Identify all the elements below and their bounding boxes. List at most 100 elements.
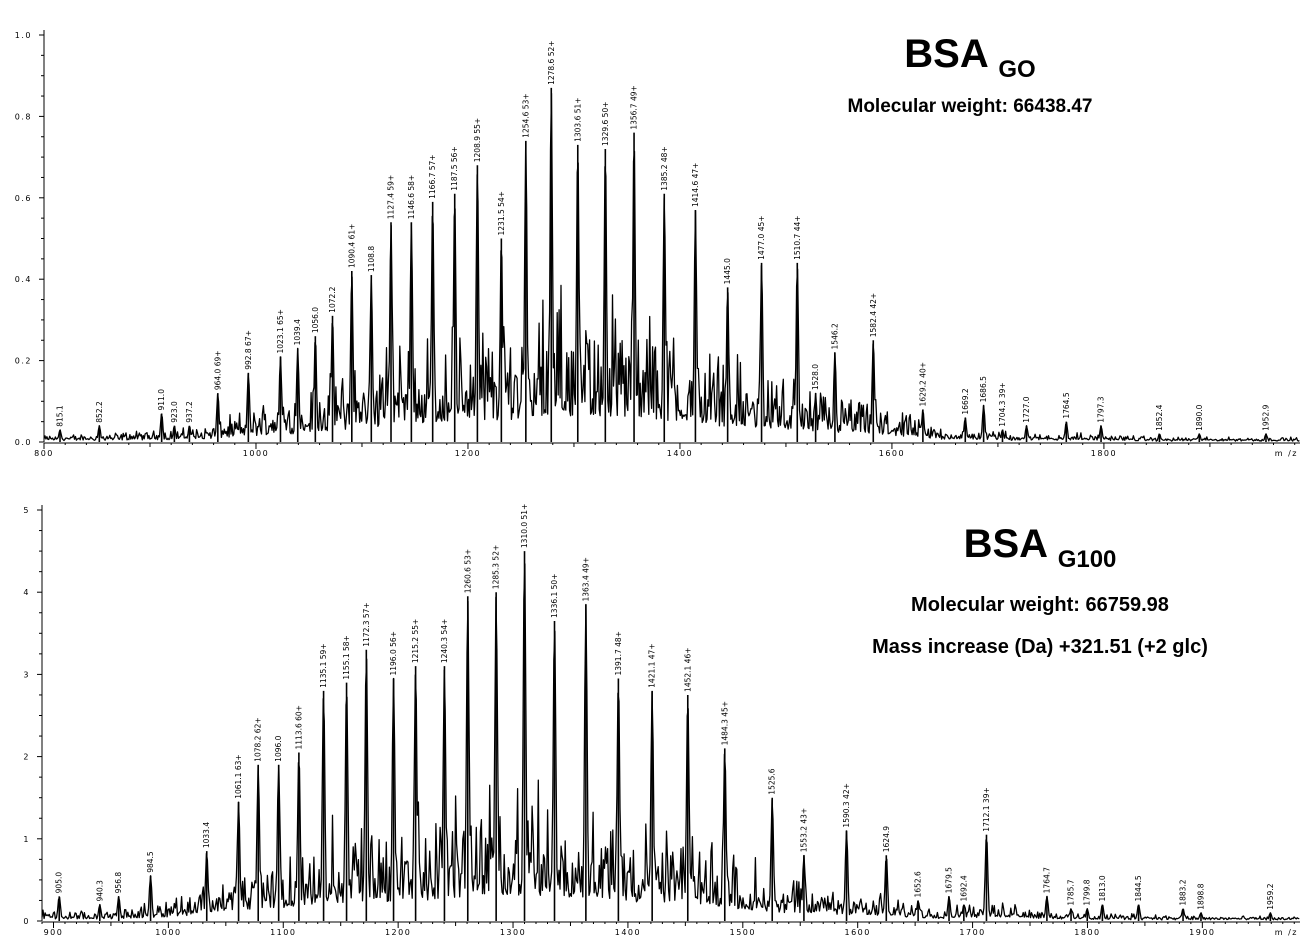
y-tick-label: 1 — [23, 835, 30, 844]
peak-label: 992.8 67+ — [244, 330, 253, 370]
peak-label: 1208.9 55+ — [473, 118, 482, 162]
peak-label: 1336.1 50+ — [550, 574, 559, 618]
bottom-chart-title: BSA G100 — [963, 522, 1117, 573]
peak-label: 1033.4 — [202, 822, 211, 848]
x-tick-label: 1000 — [155, 928, 181, 937]
peak-label: 1356.7 49+ — [630, 85, 639, 129]
spectrum-trace — [41, 563, 1300, 921]
peak-label: 1166.7 57+ — [428, 154, 437, 198]
y-tick-label: 4 — [23, 588, 30, 597]
x-tick-label: 1700 — [959, 928, 985, 937]
bottom-chart-title-block: BSA G100 Molecular weight: 66759.98 Mass… — [810, 522, 1270, 662]
peak-label: 1254.6 53+ — [521, 93, 530, 137]
top-molecular-weight: Molecular weight: 66438.47 — [847, 96, 1093, 117]
peak-label: 852.2 — [95, 401, 104, 423]
peak-label: 1764.5 — [1062, 392, 1071, 418]
peak-label: 956.8 — [114, 872, 123, 894]
peak-label: 937.2 — [185, 401, 194, 423]
top-chart-title: BSA GO — [904, 32, 1036, 83]
peak-label: 1231.5 54+ — [497, 191, 506, 235]
x-tick-label: 900 — [44, 928, 64, 937]
x-tick-label: 1800 — [1091, 449, 1117, 458]
peak-label: 1127.4 59+ — [387, 175, 396, 219]
spectrum-chart-bsa-go: 0.0 0.2 0.4 0.6 0.8 1.0 800 1000 1200 1400 1600 180… — [15, 30, 1300, 458]
bottom-molecular-weight: Molecular weight: 66759.98 — [911, 594, 1169, 616]
peak-label: 1669.2 — [961, 388, 970, 414]
x-tick-label: 1600 — [879, 449, 905, 458]
y-tick-label: 2 — [23, 753, 30, 762]
peak-label: 1113.6 60+ — [294, 705, 303, 749]
peak-label: 1590.3 42+ — [842, 783, 851, 827]
peak-label: 1090.4 61+ — [347, 224, 356, 268]
peak-label: 1285.3 52+ — [492, 545, 501, 589]
peak-label: 905.0 — [55, 872, 64, 894]
peak-label: 1023.1 65+ — [276, 309, 285, 353]
peak-label: 1883.2 — [1179, 879, 1188, 905]
peak-label: 1692.4 — [959, 875, 968, 901]
peak-label: 1525.6 — [768, 768, 777, 794]
peak-label: 1704.3 39+ — [998, 382, 1007, 426]
peak-label: 1108.8 — [367, 246, 376, 272]
y-tick-label: 0 — [23, 917, 30, 926]
peak-label: 1310.0 51+ — [520, 504, 529, 548]
peak-label: 1187.5 56+ — [450, 146, 459, 190]
x-tick-label: 1400 — [615, 928, 641, 937]
peak-label: 1303.6 51+ — [573, 97, 582, 141]
peak-label: 815.1 — [56, 405, 65, 427]
peak-label: 1452.1 46+ — [683, 647, 692, 691]
y-tick-label: 5 — [23, 506, 30, 515]
x-tick-label: 1500 — [730, 928, 756, 937]
peak-label: 1582.4 42+ — [869, 293, 878, 337]
peak-label: 1727.0 — [1022, 396, 1031, 422]
peak-label: 1852.4 — [1155, 404, 1164, 430]
y-tick-label: 0.8 — [15, 112, 32, 121]
peak-label: 1844.5 — [1134, 875, 1143, 901]
peak-label: 1421.1 47+ — [648, 643, 657, 687]
x-tick-label: 1800 — [1074, 928, 1100, 937]
peak-label: 1096.0 — [274, 735, 283, 761]
x-tick-label: 1600 — [845, 928, 871, 937]
y-tick-label: 0.4 — [15, 275, 32, 284]
peak-label: 1072.2 — [328, 286, 337, 312]
peak-label: 1510.7 44+ — [793, 215, 802, 259]
peak-label: 1624.9 — [882, 826, 891, 852]
peak-label: 1813.0 — [1098, 875, 1107, 901]
peak-label: 1385.2 48+ — [660, 146, 669, 190]
y-tick-label: 0.0 — [15, 438, 32, 447]
peak-label: 1528.0 — [811, 364, 820, 390]
x-tick-label: 1200 — [385, 928, 411, 937]
peak-label: 1260.6 53+ — [463, 549, 472, 593]
x-axis-label: m /z — [1275, 449, 1298, 458]
peak-label: 1278.6 52+ — [547, 40, 556, 84]
peak-label: 1686.5 — [979, 376, 988, 402]
peak-label: 1445.0 — [723, 258, 732, 284]
x-tick-label: 1000 — [243, 449, 269, 458]
x-tick-label: 1200 — [455, 449, 481, 458]
spectrum-chart-bsa-g100: 0 1 2 3 4 5 900 1000 1100 1200 1300 1400 1500 1600 170… — [23, 504, 1300, 937]
peak-label: 1363.4 49+ — [581, 557, 590, 601]
y-tick-label: 0.6 — [15, 194, 32, 203]
peak-label: 1135.1 59+ — [319, 643, 328, 687]
peak-label: 1391.7 48+ — [614, 631, 623, 675]
peak-label: 1652.6 — [914, 871, 923, 897]
peak-label: 1797.3 — [1097, 396, 1106, 422]
peak-label: 1484.3 45+ — [720, 701, 729, 745]
peak-label: 1146.6 58+ — [407, 175, 416, 219]
x-tick-label: 1100 — [270, 928, 296, 937]
peak-label: 1959.2 — [1266, 883, 1275, 909]
bottom-mass-increase: Mass increase (Da) +321.51 (+2 glc) — [872, 636, 1208, 658]
peak-label: 1712.1 39+ — [982, 787, 991, 831]
peak-label: 1329.6 50+ — [601, 101, 610, 145]
peak-label: 1172.3 57+ — [362, 602, 371, 646]
peak-label: 1196.0 56+ — [389, 631, 398, 675]
peak-label: 1679.5 — [945, 867, 954, 893]
y-tick-label: 1.0 — [15, 31, 32, 40]
peak-label: 1890.0 — [1195, 404, 1204, 430]
peak-label: 1056.0 — [311, 307, 320, 333]
x-tick-label: 1400 — [667, 449, 693, 458]
peak-label: 1155.1 58+ — [342, 635, 351, 679]
spectrum-panel-bsa-g100: 0 1 2 3 4 5 900 1000 1100 1200 1300 1400 1500 1600 170… — [0, 480, 1300, 941]
peak-label: 1898.8 — [1196, 883, 1205, 909]
peak-label: 1785.7 — [1067, 879, 1076, 905]
peak-label: 923.0 — [170, 401, 179, 423]
